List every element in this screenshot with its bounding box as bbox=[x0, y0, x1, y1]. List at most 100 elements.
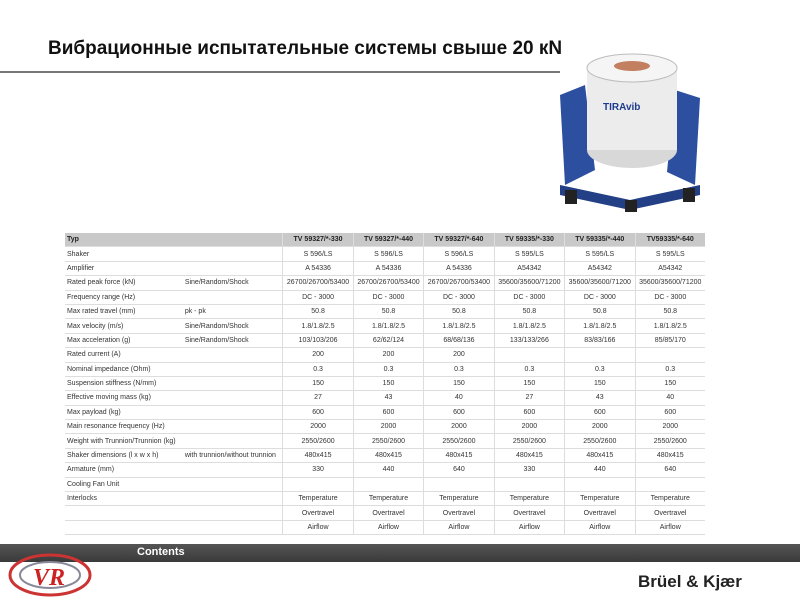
table-cell: 0.3 bbox=[423, 362, 495, 377]
company-name: Brüel & Kjær bbox=[638, 572, 742, 591]
table-cell: A54342 bbox=[564, 261, 636, 277]
table-cell: TV 59327/*-440 bbox=[352, 233, 424, 248]
shaker-image: TIRAvib bbox=[560, 53, 700, 212]
table-row: Shaker dimensions (l x w x h) with trunni… bbox=[65, 448, 705, 464]
table-cell: 600 bbox=[352, 405, 424, 421]
table-cell bbox=[634, 477, 705, 493]
table-cell: 2550/2600 bbox=[282, 433, 354, 449]
table-cell: Main resonance frequency (Hz) bbox=[65, 419, 183, 435]
table-cell: 50.8 bbox=[352, 304, 424, 320]
table-cell: 27 bbox=[493, 390, 565, 406]
table-cell bbox=[182, 233, 283, 248]
table-cell: 1.8/1.8/2.5 bbox=[282, 318, 354, 334]
table-row: Interlocks Temperature Temperature Temperat… bbox=[65, 491, 705, 507]
table-cell: Temperature bbox=[282, 491, 354, 507]
table-cell: 50.8 bbox=[564, 304, 636, 320]
table-cell: DC - 3000 bbox=[423, 290, 495, 305]
table-cell: TV 59335/*-440 bbox=[564, 233, 636, 248]
table-cell: with trunnion/without trunnion bbox=[182, 448, 283, 464]
brand-label: TIRAvib bbox=[603, 102, 640, 113]
table-cell: 62/62/124 bbox=[352, 333, 424, 349]
table-cell: Overtravel bbox=[352, 505, 424, 521]
contents-link[interactable]: Contents bbox=[137, 546, 185, 558]
table-cell bbox=[182, 261, 283, 277]
table-cell: A54342 bbox=[634, 261, 705, 277]
table-cell: Temperature bbox=[634, 491, 705, 507]
table-cell: TV 59327/*-640 bbox=[423, 233, 495, 248]
table-cell: 35600/35600/71200 bbox=[634, 275, 705, 291]
table-cell: Max velocity (m/s) bbox=[65, 318, 183, 334]
table-cell: 1.8/1.8/2.5 bbox=[564, 318, 636, 334]
table-cell: 330 bbox=[493, 462, 565, 478]
table-row: Armature (mm) 330 440 640 330 440 640 bbox=[65, 462, 705, 478]
table-cell: Interlocks bbox=[65, 491, 183, 507]
table-cell: DC - 3000 bbox=[564, 290, 636, 305]
table-cell: 43 bbox=[564, 390, 636, 406]
table-row: Effective moving mass (kg) 27 43 40 27 43 40 bbox=[65, 390, 705, 406]
table-cell: 50.8 bbox=[423, 304, 495, 320]
table-cell: 150 bbox=[423, 376, 495, 392]
table-cell: 35600/35600/71200 bbox=[564, 275, 636, 291]
table-row: Overtravel Overtravel Overtravel Overtravel… bbox=[65, 505, 705, 521]
table-cell bbox=[182, 405, 283, 421]
table-cell bbox=[182, 390, 283, 406]
table-row: Nominal impedance (Ohm) 0.3 0.3 0.3 0.3 0.3 0.… bbox=[65, 362, 705, 377]
table-cell: Overtravel bbox=[493, 505, 565, 521]
title: Вибрационные испытательные системы свыше… bbox=[48, 38, 563, 59]
table-cell: Max payload (kg) bbox=[65, 405, 183, 421]
table-cell: Airflow bbox=[564, 520, 636, 536]
table-cell: Rated peak force (kN) bbox=[65, 275, 183, 291]
table-cell: 2550/2600 bbox=[634, 433, 705, 449]
table-cell bbox=[564, 347, 636, 363]
table-cell bbox=[182, 491, 283, 507]
table-cell: 103/103/206 bbox=[282, 333, 354, 349]
table-cell: Sine/Random/Shock bbox=[182, 318, 283, 334]
table-cell: Weight with Trunnion/Trunnion (kg) bbox=[65, 433, 183, 449]
table-cell: 480x415 bbox=[423, 448, 495, 464]
table-cell: Airflow bbox=[352, 520, 424, 536]
table-cell: 440 bbox=[352, 462, 424, 478]
table-cell: Amplifier bbox=[65, 261, 183, 277]
table-cell bbox=[182, 419, 283, 435]
table-cell: Airflow bbox=[634, 520, 705, 536]
table-cell: Frequency range (Hz) bbox=[65, 290, 183, 305]
logo-text: VR bbox=[33, 565, 65, 591]
table-row: Rated current (A) 200 200 200 bbox=[65, 347, 705, 363]
table-cell: 600 bbox=[282, 405, 354, 421]
table-cell: Rated current (A) bbox=[65, 347, 183, 363]
table-cell: DC - 3000 bbox=[493, 290, 565, 305]
table-cell: Airflow bbox=[493, 520, 565, 536]
table-row: Max rated travel (mm) pk - pk 50.8 50.8 50.8… bbox=[65, 304, 705, 320]
table-cell: 50.8 bbox=[282, 304, 354, 320]
table-cell: 27 bbox=[282, 390, 354, 406]
table-row: Frequency range (Hz) DC - 3000 DC - 3000 DC… bbox=[65, 290, 705, 305]
table-cell: 640 bbox=[423, 462, 495, 478]
table-cell: S 595/LS bbox=[634, 246, 705, 262]
table-cell: 480x415 bbox=[352, 448, 424, 464]
footer-bar bbox=[0, 544, 800, 562]
table-cell: Overtravel bbox=[564, 505, 636, 521]
table-cell: 83/83/166 bbox=[564, 333, 636, 349]
table-cell: Temperature bbox=[493, 491, 565, 507]
table-cell: Armature (mm) bbox=[65, 462, 183, 478]
table-cell bbox=[182, 520, 283, 536]
table-cell: 150 bbox=[352, 376, 424, 392]
table-cell bbox=[65, 520, 183, 536]
table-cell: 1.8/1.8/2.5 bbox=[493, 318, 565, 334]
table-cell: S 595/LS bbox=[564, 246, 636, 262]
table-cell: 200 bbox=[282, 347, 354, 363]
table-cell: Temperature bbox=[564, 491, 636, 507]
table-cell: Nominal impedance (Ohm) bbox=[65, 362, 183, 377]
table-cell: 640 bbox=[634, 462, 705, 478]
table-cell bbox=[182, 347, 283, 363]
table-cell: A 54336 bbox=[282, 261, 354, 277]
table-cell: S 596/LS bbox=[352, 246, 424, 262]
table-cell bbox=[493, 347, 565, 363]
table-row: Weight with Trunnion/Trunnion (kg) 2550/2… bbox=[65, 433, 705, 449]
table-cell: pk - pk bbox=[182, 304, 283, 320]
table-cell: 26700/26700/53400 bbox=[282, 275, 354, 291]
table-cell: Typ bbox=[65, 233, 183, 248]
table-cell: Temperature bbox=[352, 491, 424, 507]
table-cell: 0.3 bbox=[493, 362, 565, 377]
table-row: Cooling Fan Unit bbox=[65, 477, 705, 493]
